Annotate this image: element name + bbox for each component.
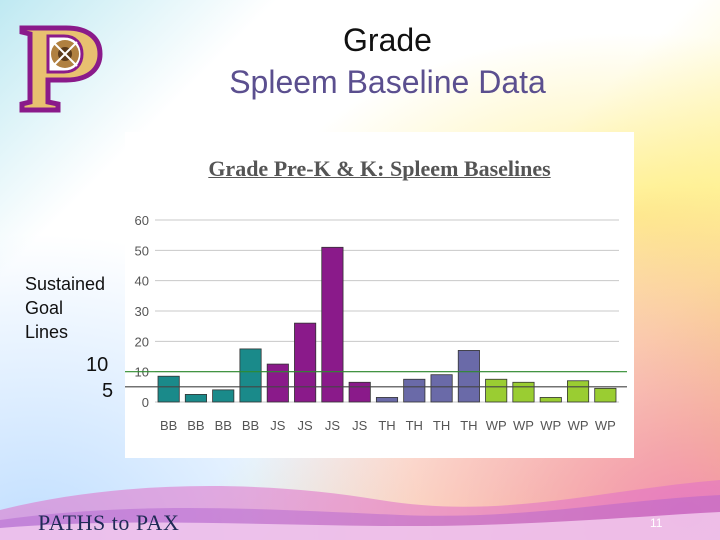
side-label-line-1: Sustained — [25, 274, 106, 294]
footer-wave-decoration — [0, 480, 720, 540]
x-tick-label-14: WP — [540, 418, 561, 433]
bar-th-11 — [457, 350, 480, 403]
y-tick-label-30: 30 — [135, 304, 149, 319]
x-tick-label-8: TH — [378, 418, 395, 433]
bar-js-7 — [348, 381, 371, 403]
chart-title: Grade Pre-K & K: Spleem Baselines — [208, 156, 551, 181]
x-tick-label-10: TH — [433, 418, 450, 433]
y-tick-label-0: 0 — [142, 395, 149, 410]
x-tick-label-12: WP — [486, 418, 507, 433]
slide-title: Grade — [343, 22, 432, 58]
bar-th-8 — [375, 397, 399, 403]
x-tick-label-1: BB — [187, 418, 204, 433]
x-tick-label-11: TH — [460, 418, 477, 433]
bar-wp-13 — [512, 381, 535, 403]
x-tick-label-15: WP — [568, 418, 589, 433]
bar-th-9 — [403, 378, 426, 403]
y-tick-label-20: 20 — [135, 334, 149, 349]
bar-wp-15 — [567, 380, 590, 403]
bar-wp-16 — [594, 387, 617, 403]
bar-bb-2 — [212, 389, 235, 403]
goal-line-label-5: 5 — [102, 380, 114, 402]
x-tick-label-0: BB — [160, 418, 177, 433]
bar-wp-14 — [539, 397, 562, 403]
bar-js-5 — [294, 322, 317, 403]
bar-js-4 — [266, 363, 289, 403]
chart-panel: 0 10 20 30 40 50 60 BB BB BB BB JS JS JS JS TH TH TH TH WP W… — [125, 132, 634, 458]
y-tick-label-50: 50 — [135, 243, 149, 258]
x-tick-label-16: WP — [595, 418, 616, 433]
side-label-line-3: Lines — [25, 322, 69, 342]
bar-js-6 — [321, 246, 344, 403]
x-tick-label-5: JS — [298, 418, 314, 433]
y-tick-label-40: 40 — [135, 274, 149, 289]
footer-brand: PATHS to PAX — [38, 510, 180, 535]
bar-bb-3 — [239, 348, 262, 403]
bar-wp-12 — [485, 378, 508, 403]
y-tick-label-60: 60 — [135, 213, 149, 228]
slide-subtitle: Spleem Baseline Data — [229, 64, 546, 100]
sustained-goal-label: Sustained Goal Lines — [25, 272, 105, 344]
side-label-line-2: Goal — [25, 298, 64, 318]
x-tick-label-2: BB — [215, 418, 232, 433]
x-tick-label-6: JS — [325, 418, 341, 433]
bar-bb-1 — [184, 394, 207, 403]
x-tick-label-9: TH — [406, 418, 423, 433]
bar-th-10 — [430, 374, 453, 403]
goal-line-label-10: 10 — [86, 354, 109, 376]
bar-bb-0 — [157, 375, 180, 403]
x-tick-label-3: BB — [242, 418, 259, 433]
paths-p-logo-icon — [19, 25, 103, 113]
page-number: 11 — [650, 516, 663, 530]
x-tick-label-4: JS — [270, 418, 286, 433]
x-tick-label-7: JS — [352, 418, 368, 433]
x-tick-label-13: WP — [513, 418, 534, 433]
